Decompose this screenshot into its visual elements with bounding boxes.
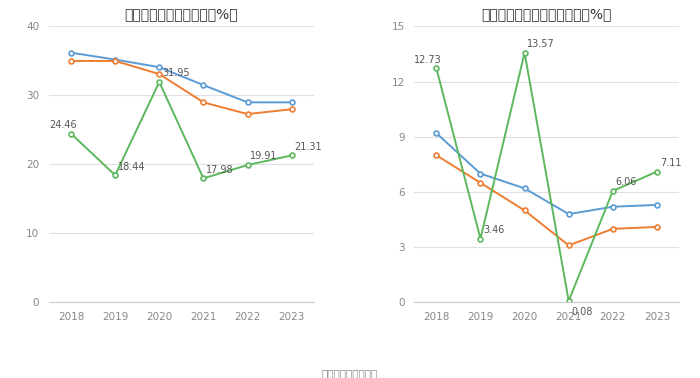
Text: 31.95: 31.95 [162,68,190,79]
Text: 7.11: 7.11 [659,158,681,168]
Text: 数据来源：恒生聚源: 数据来源：恒生聚源 [322,368,378,378]
Text: 21.31: 21.31 [295,142,322,152]
Text: 6.06: 6.06 [615,177,637,187]
Text: 19.91: 19.91 [251,152,278,161]
Text: 13.57: 13.57 [527,39,555,49]
Text: 24.46: 24.46 [49,120,76,130]
Text: 0.08: 0.08 [571,307,593,317]
Title: 近年来有息资产负债率情况（%）: 近年来有息资产负债率情况（%） [482,7,612,21]
Text: 17.98: 17.98 [206,165,234,175]
Text: 3.46: 3.46 [483,225,505,235]
Text: 12.73: 12.73 [414,55,442,65]
Title: 近年来资产负债率情况（%）: 近年来资产负债率情况（%） [125,7,238,21]
Text: 18.44: 18.44 [118,162,146,172]
